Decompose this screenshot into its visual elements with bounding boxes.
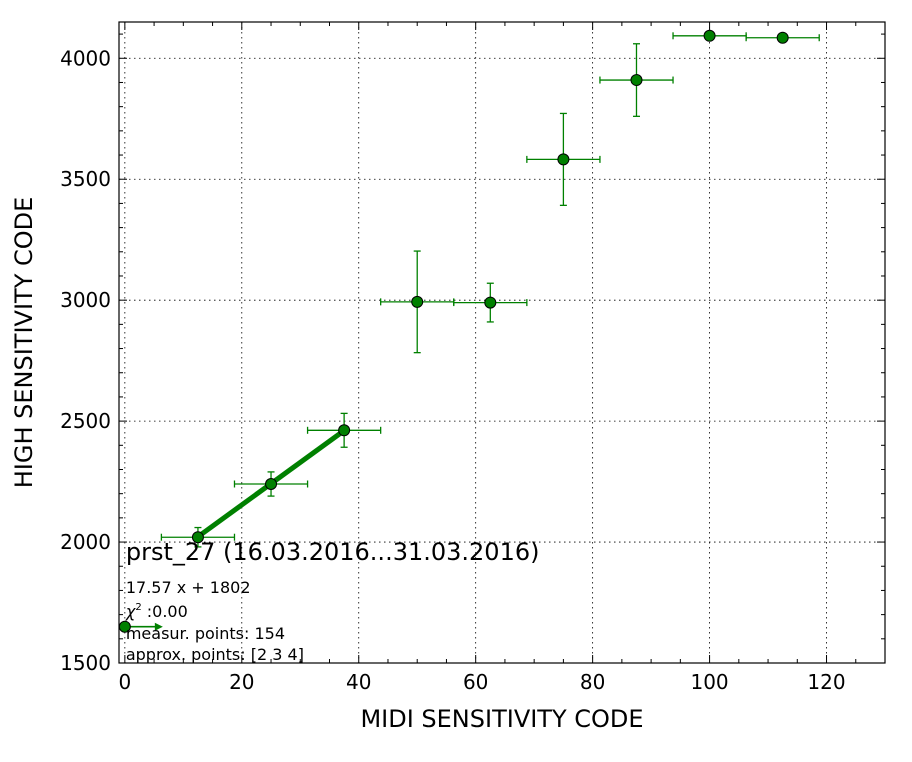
x-tick-label: 120 <box>807 670 845 694</box>
annotation-title: prst_27 (16.03.2016...31.03.2016) <box>126 538 540 566</box>
x-tick-label: 0 <box>118 670 131 694</box>
data-point <box>411 295 424 308</box>
y-tick-label: 4000 <box>60 46 111 70</box>
data-points <box>118 29 789 633</box>
data-point <box>557 153 570 166</box>
x-tick-label: 20 <box>229 670 254 694</box>
data-point <box>703 29 716 42</box>
error-bars <box>160 32 820 548</box>
annotation-measur-points: measur. points: 154 <box>126 624 285 643</box>
data-point <box>484 296 497 309</box>
y-tick-label: 1500 <box>60 651 111 675</box>
minor-ticks <box>119 22 885 664</box>
chi2-value: :0.00 <box>142 602 188 621</box>
tick-labels: 0 20 40 60 80 100 120 1500 2000 2500 3000 3500 4000 <box>60 46 846 694</box>
y-tick-label: 3000 <box>60 288 111 312</box>
grid <box>119 22 885 664</box>
chi2-symbol: χ <box>125 602 136 621</box>
annotation-equation: 17.57 x + 1802 <box>126 578 251 597</box>
x-tick-label: 100 <box>690 670 728 694</box>
annotation-approx-points: approx. points: [2 3 4] <box>126 645 304 664</box>
data-point <box>630 74 643 87</box>
x-axis-label: MIDI SENSITIVITY CODE <box>360 705 643 733</box>
data-point <box>776 31 789 44</box>
plot-frame <box>118 21 886 664</box>
chi2-exponent: 2 <box>135 602 141 613</box>
x-tick-label: 40 <box>346 670 371 694</box>
y-tick-label: 2500 <box>60 409 111 433</box>
annotation-chi2: χ2 :0.00 <box>125 602 188 621</box>
y-tick-label: 2000 <box>60 530 111 554</box>
data-point <box>191 531 204 544</box>
data-point <box>338 424 351 437</box>
data-point <box>265 478 278 491</box>
intercept-arrow-head <box>154 622 163 631</box>
y-tick-label: 3500 <box>60 167 111 191</box>
x-tick-label: 60 <box>463 670 488 694</box>
annotations: prst_27 (16.03.2016...31.03.2016) 17.57 … <box>125 538 540 664</box>
x-tick-label: 80 <box>580 670 605 694</box>
y-axis-label: HIGH SENSITIVITY CODE <box>10 197 38 489</box>
